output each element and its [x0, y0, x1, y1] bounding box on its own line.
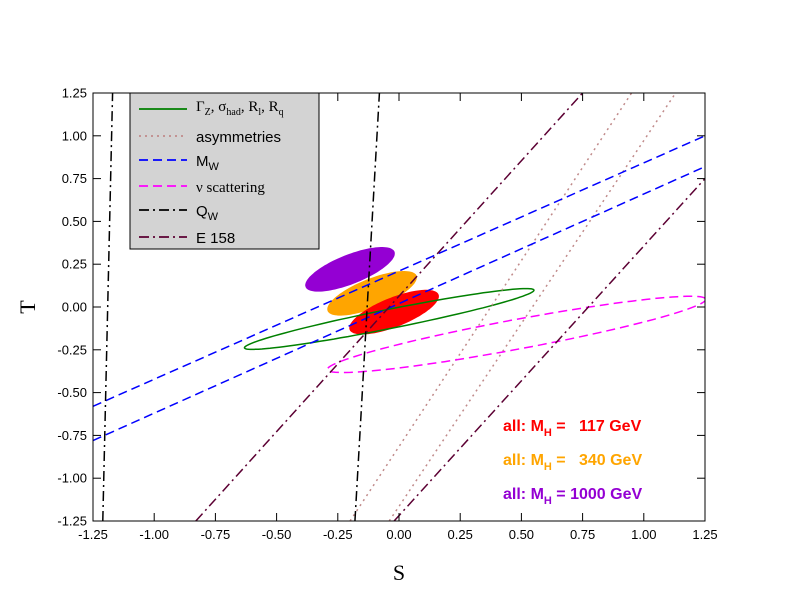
region-mh-2: [349, 289, 439, 335]
x-tick-label: -0.75: [201, 527, 231, 542]
y-axis-title: T: [15, 300, 40, 314]
x-tick-label: -1.25: [78, 527, 108, 542]
ticks-layer: -1.25 -1.00 -0.75 -0.50 -0.25 0.00 0.25 0.50 0.7…: [57, 86, 717, 543]
x-tick-label: 1.00: [631, 527, 656, 542]
x-tick-label: -0.50: [262, 527, 292, 542]
series-3-ellipse: [326, 295, 705, 374]
y-tick-label: 1.25: [62, 86, 87, 101]
x-tick-label: 0.75: [570, 527, 595, 542]
series-0-ellipse: [243, 287, 535, 351]
data-layer: [93, 93, 705, 521]
legend-label-z-observables: ΓZ, σhad, Rl, Rq: [196, 99, 284, 118]
annotation-mh-340: all: MH = 340 GeV: [503, 452, 642, 473]
x-axis-title: S: [393, 560, 405, 585]
legend-swatches: [139, 108, 187, 238]
y-tick-label: -1.00: [57, 471, 87, 486]
y-tick-label: -0.50: [57, 385, 87, 400]
legend-box: [129, 92, 320, 250]
y-tick-label: -0.25: [57, 342, 87, 357]
plot-area: [93, 93, 705, 521]
legend-label-nu-scattering: ν scattering: [196, 180, 265, 196]
y-tick-label: 1.00: [62, 128, 87, 143]
region-mh-1: [327, 271, 417, 316]
series-4-line-0: [102, 93, 114, 521]
y-tick-label: 0.75: [62, 171, 87, 186]
x-tick-label: 1.25: [692, 527, 717, 542]
legend-label-asymmetries: asymmetries: [196, 129, 281, 146]
y-tick-label: 0.00: [62, 300, 87, 315]
x-tick-label: -0.25: [323, 527, 353, 542]
y-tick-label: -0.75: [57, 428, 87, 443]
annotation-mh-1000: all: MH = 1000 GeV: [503, 486, 642, 507]
y-tick-label: 0.25: [62, 257, 87, 272]
x-tick-label: 0.00: [386, 527, 411, 542]
y-tick-label: -1.25: [57, 514, 87, 529]
x-tick-label: 0.25: [448, 527, 473, 542]
legend-label-e158: E 158: [196, 230, 235, 247]
x-tick-label: 0.50: [509, 527, 534, 542]
legend-label-mw: MW: [196, 153, 220, 173]
legend-label-qw: QW: [196, 203, 219, 223]
series-1-line-1: [388, 93, 677, 521]
x-tick-label: -1.00: [139, 527, 169, 542]
legend: ΓZ, σhad, Rl, Rq asymmetries MW ν scatte…: [129, 92, 320, 250]
series-1-line-0: [349, 93, 633, 521]
y-tick-label: 0.50: [62, 214, 87, 229]
series-5-line-0: [195, 93, 584, 521]
series-4-line-1: [354, 93, 381, 521]
series-5-line-1: [393, 178, 705, 521]
region-mh-0: [305, 247, 395, 292]
annotation-mh-117: all: MH = 117 GeV: [503, 418, 642, 439]
